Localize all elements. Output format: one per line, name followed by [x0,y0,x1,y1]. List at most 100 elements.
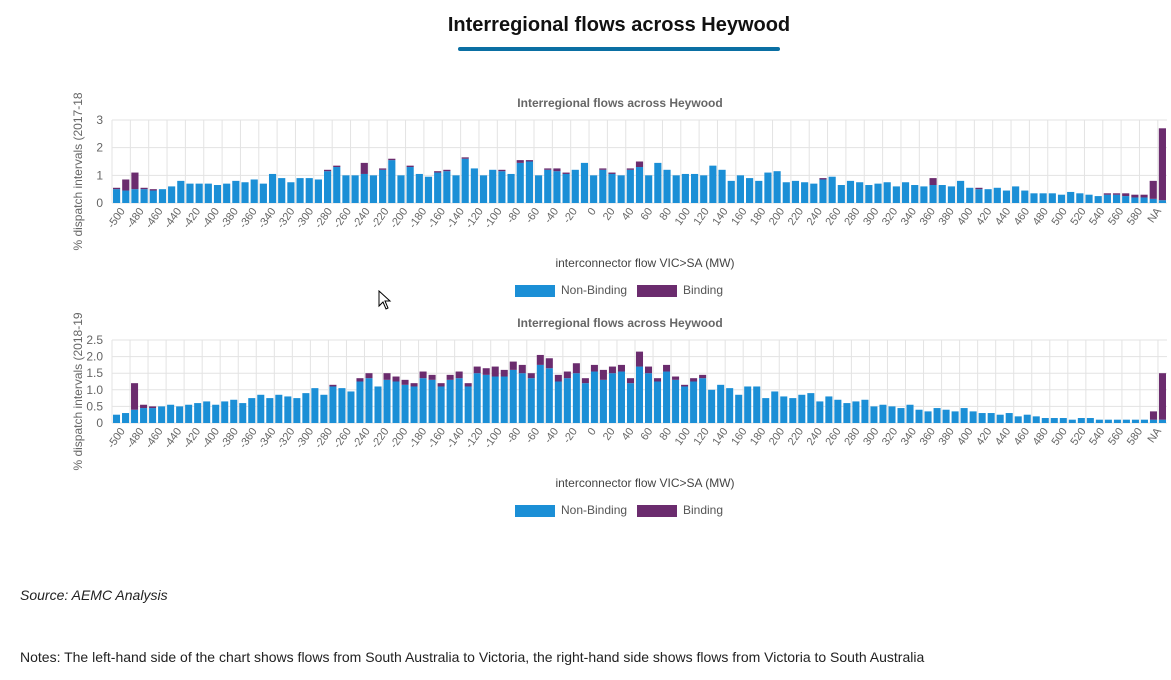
bar-non-binding [302,393,310,423]
x-tick-label: NA [1145,425,1164,445]
bar-binding [617,364,625,372]
bar-binding [428,374,436,380]
bar-non-binding [834,399,842,423]
bar-non-binding [1094,196,1102,203]
bar-binding [690,378,698,382]
bar-non-binding [709,165,717,203]
bar-non-binding [599,379,607,423]
bar-non-binding [681,386,689,423]
bar-binding [1140,194,1148,198]
bar-non-binding [969,411,977,423]
bar-binding [645,366,653,374]
bar-binding [626,168,634,170]
bar-non-binding [735,394,743,423]
x-tick-label: -380 [218,426,240,451]
bar-binding [599,168,607,170]
bar-non-binding [195,183,203,203]
x-tick-label: 20 [601,426,618,443]
bar-non-binding [1158,419,1167,423]
bar-non-binding [780,396,788,423]
bar-binding [699,374,707,379]
x-tick-label: 580 [1125,206,1145,228]
bar-non-binding [397,175,405,203]
bar-non-binding [1030,193,1038,203]
bar-non-binding [149,190,157,203]
bar-non-binding [846,180,855,203]
chart-2018-19: Interregional flows across Heywood 0 0.5 1.… [71,312,1167,517]
bar-non-binding [1002,190,1011,203]
bar-non-binding [736,175,744,203]
chart-title: Interregional flows across Heywood [517,96,722,110]
x-tick-label: 160 [729,426,749,448]
bar-non-binding [293,398,301,423]
bar-non-binding [1113,419,1121,423]
bar-non-binding [773,171,781,203]
bar-non-binding [553,171,561,203]
bar-non-binding [782,182,790,203]
bar-non-binding [122,413,130,423]
x-tick-label: 180 [748,206,768,228]
bar-non-binding [993,187,1001,203]
x-tick-label: 540 [1087,426,1107,448]
bar-non-binding [984,189,992,203]
x-tick-label: 200 [767,426,787,448]
bar-non-binding [482,374,490,423]
x-tick-label: -280 [313,206,335,231]
bar-non-binding [1131,419,1139,423]
x-tick-label: -220 [369,426,391,451]
x-tick-label: 320 [880,426,900,448]
bar-non-binding [401,384,409,423]
bar-binding [149,406,157,409]
bar-non-binding [284,396,292,423]
bar-binding [365,373,373,379]
x-tick-label: 80 [657,206,674,223]
bar-non-binding [825,396,833,423]
bar-non-binding [140,408,148,423]
bar-non-binding [176,406,184,423]
x-tick-label: -60 [523,426,542,446]
bar-binding [131,172,139,190]
legend-label-binding: Binding [683,503,723,517]
bar-binding [562,172,570,174]
bar-non-binding [360,173,368,203]
bar-non-binding [329,386,337,423]
x-axis-label: interconnector flow VIC>SA (MW) [555,476,734,490]
bar-non-binding [1077,418,1085,423]
bar-non-binding [744,386,752,423]
x-tick-label: 260 [823,426,843,448]
bar-non-binding [230,399,238,423]
bar-non-binding [410,386,418,423]
bar-non-binding [771,391,779,423]
bar-non-binding [406,167,414,203]
bar-non-binding [1140,197,1148,203]
legend-label-non-binding: Non-Binding [561,283,627,297]
bar-non-binding [663,371,671,423]
bar-non-binding [915,409,923,423]
bar-non-binding [617,371,625,423]
x-tick-label: 140 [710,206,730,228]
bar-non-binding [131,409,139,423]
bar-non-binding [1095,419,1103,423]
bar-non-binding [1076,193,1084,203]
x-tick-label: 180 [748,426,768,448]
bar-non-binding [901,182,910,203]
x-tick-label: 80 [657,426,674,443]
x-tick-label: 280 [842,426,862,448]
bar-binding [388,158,396,161]
x-tick-label: 220 [786,206,806,228]
bar-non-binding [525,161,533,203]
bar-non-binding [789,398,797,423]
bar-binding [437,383,445,387]
x-tick-label: -240 [350,426,372,451]
bar-non-binding [1023,414,1031,423]
bar-non-binding [489,169,497,203]
x-tick-label: 360 [918,426,938,448]
bar-non-binding [700,175,708,203]
bar-non-binding [311,388,319,423]
bar-non-binding [807,393,815,423]
bar-binding [663,364,671,372]
bar-non-binding [801,182,809,203]
bar-non-binding [690,173,699,203]
bar-binding [1149,411,1157,420]
bar-binding [672,376,680,380]
